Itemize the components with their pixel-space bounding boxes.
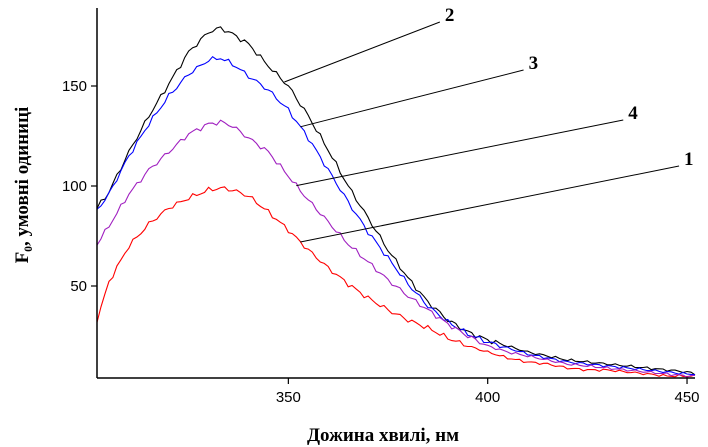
axes-layer: [96, 8, 695, 379]
callout-line-1: [300, 165, 680, 243]
y-tick-label: 50: [70, 278, 87, 295]
curve-label-3: 3: [529, 53, 539, 74]
series-line-4: [96, 119, 696, 378]
callout-line-3: [300, 69, 524, 128]
x-tick-label: 450: [675, 389, 700, 406]
series-line-1: [96, 186, 696, 378]
callout-line-2: [284, 21, 441, 83]
x-axis-title: Дожина хвилі, нм: [307, 425, 459, 446]
curve-label-1: 1: [684, 149, 694, 170]
callout-line-4: [296, 119, 624, 187]
curve-label-4: 4: [628, 103, 638, 124]
x-tick-label: 350: [276, 389, 301, 406]
x-tick-label: 400: [475, 389, 500, 406]
y-axis-title: F₀, умовні одиниці: [12, 107, 33, 264]
series-line-3: [96, 55, 696, 376]
series-line-2: [96, 26, 696, 376]
curve-label-2: 2: [445, 5, 455, 26]
curves-layer: [96, 26, 696, 378]
ticks-layer: 350 400 450 50 100 150: [62, 78, 700, 406]
y-tick-label: 150: [62, 78, 87, 95]
y-tick-label: 100: [62, 178, 87, 195]
callouts-layer: 1 2 3 4: [284, 5, 694, 243]
